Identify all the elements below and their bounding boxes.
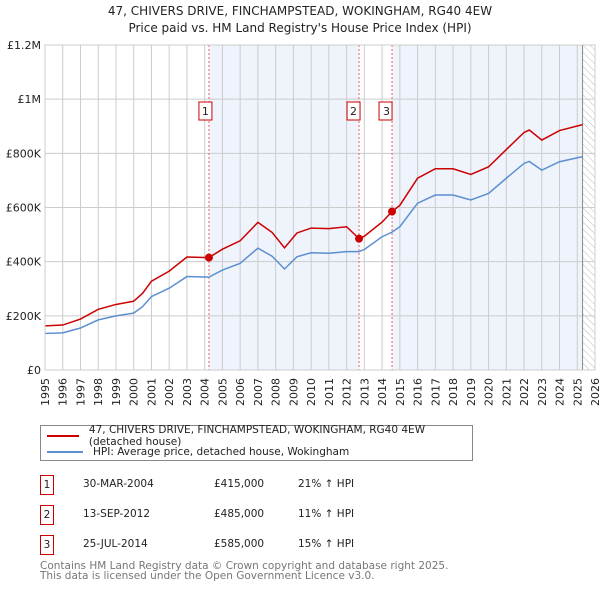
x-tick-label: 2009 <box>287 378 300 406</box>
sale-price: £415,000 <box>214 478 265 490</box>
sale-point <box>355 234 364 243</box>
legend-label: 47, CHIVERS DRIVE, FINCHAMPSTEAD, WOKING… <box>88 424 426 448</box>
series-line <box>44 123 583 327</box>
y-tick-label: £1M <box>18 93 42 106</box>
y-tick-label: £600K <box>6 202 42 215</box>
chart-subtitle: Price paid vs. HM Land Registry's House … <box>128 21 472 35</box>
sale-label-box <box>198 101 213 121</box>
x-tick-label: 2013 <box>358 378 371 406</box>
sale-label: 1 <box>202 105 209 118</box>
x-tick-label: 2002 <box>163 378 176 406</box>
x-tick-label: 2024 <box>554 378 567 406</box>
y-tick-label: £0 <box>27 364 41 377</box>
x-tick-label: 2010 <box>305 378 318 406</box>
legend-item-property: 47, CHIVERS DRIVE, FINCHAMPSTEAD, WOKING… <box>47 424 472 448</box>
y-tick-label: £1.2M <box>7 39 41 52</box>
sale-date: 13-SEP-2012 <box>83 508 151 520</box>
sale-row: 1 30-MAR-2004 £415,000 21% ↑ HPI <box>40 475 600 495</box>
sale-label: 3 <box>383 105 390 118</box>
legend: 47, CHIVERS DRIVE, FINCHAMPSTEAD, WOKING… <box>40 424 473 461</box>
plot-border <box>44 44 596 371</box>
legend-swatch <box>47 451 83 453</box>
sale-label: 2 <box>350 105 357 118</box>
sale-hpi-diff: 21% ↑ HPI <box>298 478 355 490</box>
x-tick-label: 2025 <box>571 378 584 406</box>
sale-hpi-diff: 11% ↑ HPI <box>298 508 355 520</box>
sale-price: £585,000 <box>214 538 265 550</box>
x-tick-label: 2012 <box>341 378 354 406</box>
sale-hpi-diff: 15% ↑ HPI <box>298 538 355 550</box>
x-tick-label: 2011 <box>323 378 336 406</box>
x-tick-label: 2018 <box>447 378 460 406</box>
sale-label-box <box>378 101 393 121</box>
x-tick-label: 2000 <box>128 378 141 406</box>
sale-row: 2 13-SEP-2012 £485,000 11% ↑ HPI <box>40 505 600 525</box>
plot-area: 1995 1996 1997 1998 1999 2000 2001 2002 2003 2004… <box>6 39 600 406</box>
x-tick-label: 2019 <box>465 378 478 406</box>
x-tick-label: 2021 <box>500 378 513 406</box>
x-tick-label: 2020 <box>483 378 496 406</box>
x-tick-label: 1999 <box>110 378 123 406</box>
y-tick-label: £400K <box>6 256 42 269</box>
sale-marker-number: 1 <box>40 475 54 495</box>
legend-label: HPI: Average price, detached house, Woki… <box>93 446 350 458</box>
x-tick-label: 2022 <box>518 378 531 406</box>
series-line <box>44 155 583 335</box>
y-tick-label: £800K <box>6 147 42 160</box>
x-tick-label: 2023 <box>536 378 549 406</box>
x-tick-label: 2005 <box>216 378 229 406</box>
legend-item-hpi: HPI: Average price, detached house, Woki… <box>47 445 349 459</box>
sale-point <box>388 207 397 216</box>
x-tick-label: 2008 <box>270 378 283 406</box>
footer-copyright: Contains HM Land Registry data © Crown c… <box>40 560 449 572</box>
sale-date: 30-MAR-2004 <box>83 478 154 490</box>
sale-point <box>204 253 213 262</box>
footer-licence: This data is licensed under the Open Gov… <box>40 570 375 582</box>
x-tick-label: 2003 <box>181 378 194 406</box>
x-tick-label: 1996 <box>57 378 70 406</box>
y-tick-label: £200K <box>6 310 42 323</box>
sale-price: £485,000 <box>214 508 265 520</box>
sale-marker-number: 2 <box>40 505 54 525</box>
chart-title: 47, CHIVERS DRIVE, FINCHAMPSTEAD, WOKING… <box>107 4 493 18</box>
x-tick-label: 1995 <box>39 378 52 406</box>
x-tick-label: 2004 <box>199 378 212 406</box>
x-tick-label: 1997 <box>74 378 87 406</box>
x-tick-label: 2014 <box>376 378 389 406</box>
legend-swatch <box>47 435 79 437</box>
sale-date: 25-JUL-2014 <box>83 538 148 550</box>
x-tick-label: 2026 <box>589 378 600 406</box>
x-tick-label: 2017 <box>429 378 442 406</box>
x-tick-label: 1998 <box>92 378 105 406</box>
x-tick-label: 2015 <box>394 378 407 406</box>
sale-label-box <box>346 101 361 121</box>
x-tick-label: 2001 <box>145 378 158 406</box>
x-tick-label: 2016 <box>412 378 425 406</box>
x-tick-label: 2007 <box>252 378 265 406</box>
sale-row: 3 25-JUL-2014 £585,000 15% ↑ HPI <box>40 535 600 555</box>
x-tick-label: 2006 <box>234 378 247 406</box>
sale-marker-number: 3 <box>40 535 54 555</box>
